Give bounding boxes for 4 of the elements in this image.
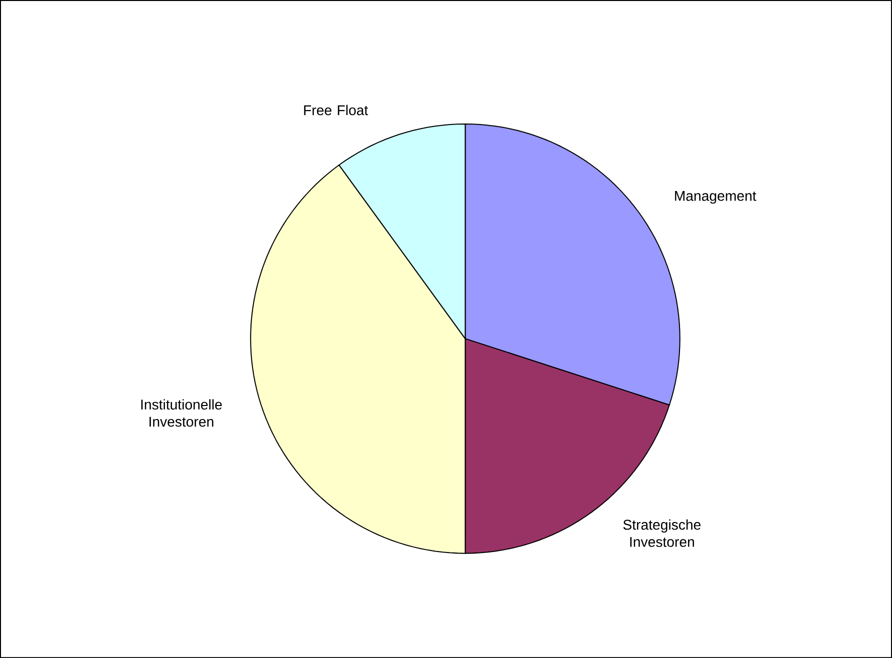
slice-label: Free Float bbox=[304, 104, 368, 116]
slice-label: Management bbox=[675, 190, 756, 204]
slice-label: Institutionelle Investoren bbox=[141, 399, 222, 427]
slice-label: Strategische Investoren bbox=[623, 519, 701, 547]
